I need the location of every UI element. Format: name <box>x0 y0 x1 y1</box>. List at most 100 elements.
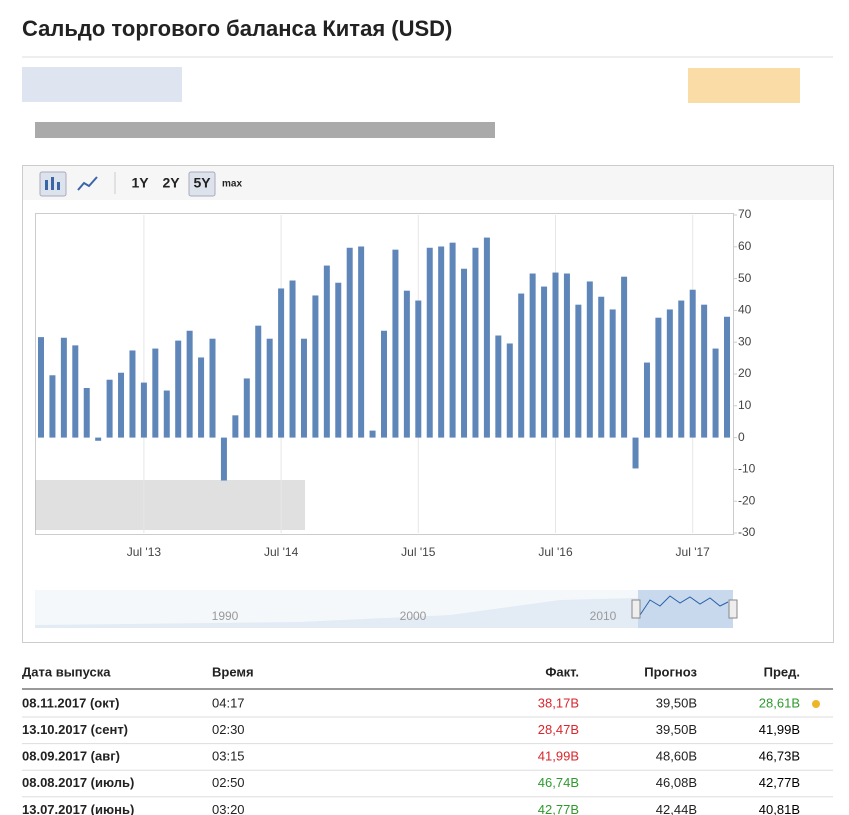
bar <box>60 337 67 438</box>
bar <box>552 272 559 438</box>
table-cell: 08.08.2017 (июль) <box>22 775 134 790</box>
bar <box>563 273 570 438</box>
bar <box>655 317 662 438</box>
bar <box>49 375 56 438</box>
bar <box>506 343 513 438</box>
navigator-series <box>35 598 638 628</box>
bar <box>232 415 239 438</box>
table-cell: 41,99B <box>538 749 579 764</box>
status-dot <box>812 700 820 708</box>
x-tick-label: Jul '16 <box>538 545 573 559</box>
table-cell: 13.10.2017 (сент) <box>22 722 128 737</box>
table-cell: 46,73B <box>759 749 800 764</box>
bar <box>609 309 616 438</box>
bar <box>495 335 502 438</box>
bar <box>106 379 113 438</box>
navigator-selection[interactable] <box>638 590 733 628</box>
bar <box>598 296 605 438</box>
y-tick-label: -20 <box>738 493 756 507</box>
bar <box>472 247 479 438</box>
table-cell: 08.11.2017 (окт) <box>22 695 119 710</box>
bar <box>152 348 159 438</box>
column-header: Пред. <box>764 664 800 679</box>
icon <box>45 180 48 190</box>
bar <box>163 390 170 438</box>
bar <box>209 338 216 438</box>
bar <box>220 437 227 481</box>
bar <box>632 437 639 469</box>
bar <box>278 288 285 438</box>
table-cell: 28,47B <box>538 722 579 737</box>
bar <box>392 249 399 438</box>
x-tick-label: Jul '13 <box>127 545 162 559</box>
bar <box>38 337 44 438</box>
range-button[interactable]: 5Y <box>193 175 211 191</box>
table-cell: 39,50B <box>656 722 697 737</box>
y-tick-label: -30 <box>738 525 756 539</box>
range-button[interactable]: 1Y <box>131 175 149 191</box>
range-button[interactable]: 2Y <box>162 175 180 191</box>
y-tick-label: 20 <box>738 366 752 380</box>
bar <box>415 300 422 438</box>
navigator-handle[interactable] <box>631 599 641 619</box>
blurred-region <box>688 68 800 103</box>
table-cell: 41,99B <box>759 722 800 737</box>
navigator-line <box>639 595 729 616</box>
bar <box>666 309 673 438</box>
navigator-label: 2000 <box>400 609 427 623</box>
blurred-region <box>22 67 182 102</box>
range-button[interactable]: max <box>222 179 242 190</box>
chart-box <box>22 165 834 643</box>
bar <box>95 437 102 441</box>
bar <box>289 280 296 438</box>
x-tick-label: Jul '15 <box>401 545 436 559</box>
bar <box>175 340 182 438</box>
bar <box>529 273 536 438</box>
table-cell: 39,50B <box>656 695 697 710</box>
bar <box>541 286 548 438</box>
y-tick-label: 60 <box>738 239 752 253</box>
bar <box>621 276 628 438</box>
table-cell: 28,61B <box>759 695 800 710</box>
blurred-region <box>35 480 305 530</box>
bar <box>483 237 490 438</box>
bar <box>369 430 376 438</box>
table-cell: 02:50 <box>212 775 245 790</box>
bar <box>575 304 582 438</box>
bar <box>403 290 410 438</box>
table-cell: 48,60B <box>656 749 697 764</box>
y-tick-label: 70 <box>738 207 752 221</box>
x-tick-label: Jul '17 <box>676 545 711 559</box>
bar <box>346 247 353 438</box>
y-tick-label: 10 <box>738 398 752 412</box>
bar <box>300 338 307 438</box>
table-cell: 03:20 <box>212 802 245 815</box>
bar <box>689 289 696 438</box>
column-header: Факт. <box>545 664 579 679</box>
icon <box>51 177 54 190</box>
bar <box>438 246 445 438</box>
y-tick-label: -10 <box>738 462 756 476</box>
y-tick-label: 50 <box>738 271 752 285</box>
page-title: Сальдо торгового баланса Китая (USD) <box>22 16 452 41</box>
navigator-label: 2010 <box>590 609 617 623</box>
bar <box>426 247 433 438</box>
bar <box>712 348 719 438</box>
table-cell: 02:30 <box>212 722 245 737</box>
bar <box>643 362 650 438</box>
table-cell: 42,77B <box>759 775 800 790</box>
bar <box>381 330 387 438</box>
navigator-label: 1990 <box>212 609 239 623</box>
bar <box>449 242 456 438</box>
bar <box>83 387 90 438</box>
bar <box>72 345 79 438</box>
table-cell: 03:15 <box>212 749 245 764</box>
navigator-handle[interactable] <box>728 599 738 619</box>
bar <box>129 350 136 438</box>
bar <box>243 378 250 438</box>
bar <box>518 293 525 438</box>
line-chart-button[interactable] <box>77 176 98 191</box>
bar <box>701 304 708 438</box>
